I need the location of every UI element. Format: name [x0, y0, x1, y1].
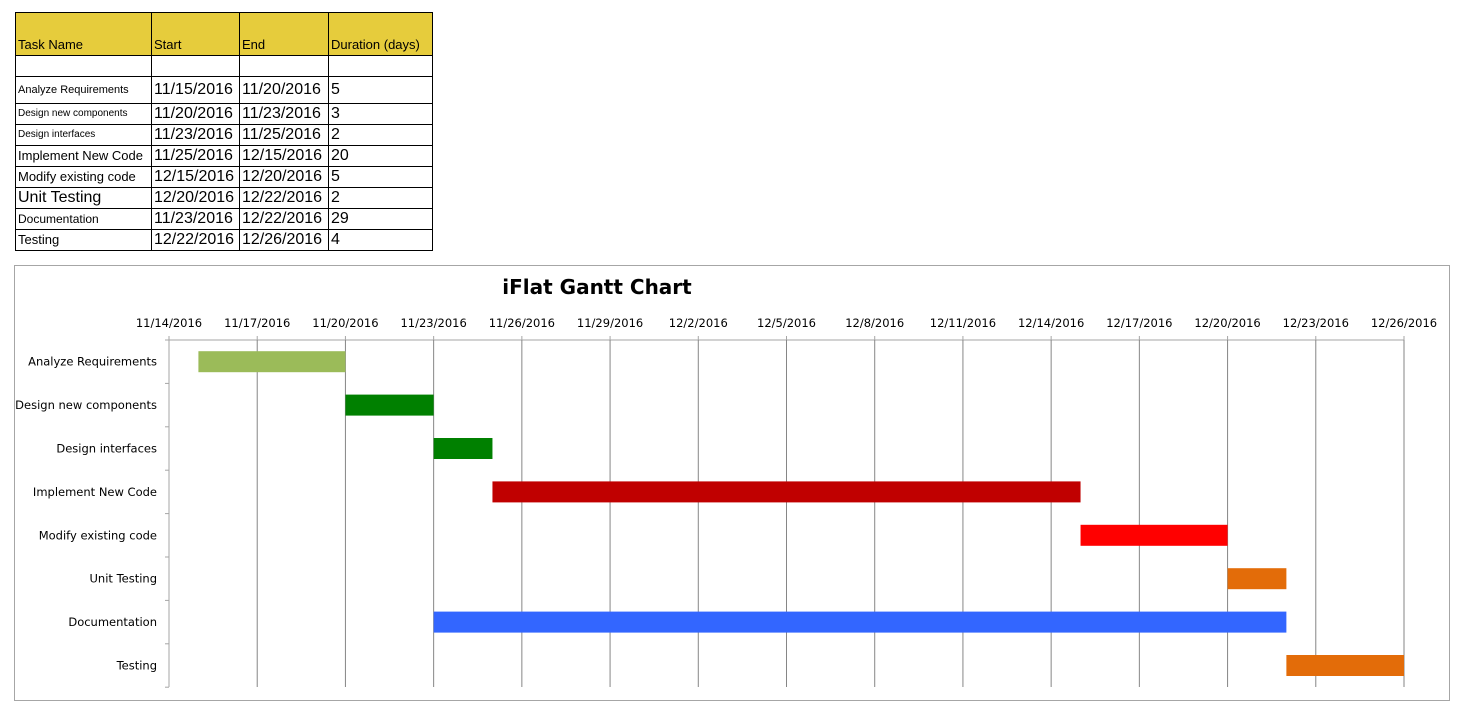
table-row: Design new components 11/20/2016 11/23/2… — [15, 103, 433, 125]
header-end: End — [239, 12, 329, 56]
x-tick-label: 11/26/2016 — [489, 316, 555, 330]
grid-layer — [165, 336, 1405, 688]
gantt-bar — [1080, 524, 1228, 546]
task-name-cell: Analyze Requirements — [15, 76, 152, 104]
blank-cell — [15, 55, 152, 77]
x-tick-label: 12/20/2016 — [1194, 316, 1260, 330]
duration-cell: 5 — [328, 166, 433, 188]
gantt-chart-frame: iFlat Gantt Chart 11/14/2016 11/17/2016 11… — [14, 265, 1450, 701]
gantt-bar — [492, 481, 1081, 503]
y-category-label: Documentation — [68, 615, 157, 629]
start-cell: 12/20/2016 — [151, 187, 240, 209]
end-cell: 12/22/2016 — [239, 187, 329, 209]
table-row: Unit Testing 12/20/2016 12/22/2016 2 — [15, 187, 433, 209]
duration-cell: 3 — [328, 103, 433, 125]
duration-cell: 2 — [328, 124, 433, 146]
start-cell: 11/23/2016 — [151, 124, 240, 146]
gantt-bar — [1286, 655, 1404, 676]
end-cell: 12/26/2016 — [239, 229, 329, 251]
x-tick-label: 11/20/2016 — [312, 316, 378, 330]
table-header-row: Task Name Start End Duration (days) — [15, 12, 433, 56]
start-cell: 11/23/2016 — [151, 208, 240, 230]
start-cell: 12/15/2016 — [151, 166, 240, 188]
x-tick-label: 11/29/2016 — [577, 316, 643, 330]
end-cell: 12/22/2016 — [239, 208, 329, 230]
task-name-cell: Design interfaces — [15, 124, 152, 146]
duration-cell: 20 — [328, 145, 433, 167]
task-name-cell: Modify existing code — [15, 166, 152, 188]
x-tick-label: 12/17/2016 — [1106, 316, 1172, 330]
y-category-label: Testing — [116, 659, 157, 673]
end-cell: 11/20/2016 — [239, 76, 329, 104]
x-tick-label: 12/14/2016 — [1018, 316, 1084, 330]
start-cell: 11/20/2016 — [151, 103, 240, 125]
bars — [198, 351, 1404, 676]
x-tick-label: 12/8/2016 — [845, 316, 904, 330]
duration-cell: 4 — [328, 229, 433, 251]
x-tick-label: 11/23/2016 — [400, 316, 466, 330]
y-category-label: Modify existing code — [39, 528, 157, 542]
table-row: Analyze Requirements 11/15/2016 11/20/20… — [15, 76, 433, 104]
gantt-bar — [198, 351, 346, 373]
blank-cell — [151, 55, 240, 77]
table-row: Modify existing code 12/15/2016 12/20/20… — [15, 166, 433, 188]
y-category-label: Design interfaces — [56, 442, 157, 456]
x-tick-label: 11/14/2016 — [136, 316, 202, 330]
y-category-label: Implement New Code — [33, 485, 157, 499]
y-category-label: Unit Testing — [90, 572, 158, 586]
start-cell: 11/25/2016 — [151, 145, 240, 167]
start-cell: 11/15/2016 — [151, 76, 240, 104]
gantt-bar — [433, 611, 1287, 633]
gantt-chart: iFlat Gantt Chart 11/14/2016 11/17/2016 11… — [15, 275, 1437, 688]
task-name-cell: Implement New Code — [15, 145, 152, 167]
y-category-label: Design new components — [15, 398, 157, 412]
table-row: Design interfaces 11/23/2016 11/25/2016 … — [15, 124, 433, 146]
blank-row — [15, 55, 433, 77]
x-tick-label: 12/5/2016 — [757, 316, 816, 330]
y-category-labels: Analyze Requirements Design new component… — [15, 355, 157, 673]
task-name-cell: Design new components — [15, 103, 152, 125]
blank-cell — [239, 55, 329, 77]
y-category-label: Analyze Requirements — [28, 355, 157, 369]
duration-cell: 2 — [328, 187, 433, 209]
task-table: Task Name Start End Duration (days) Anal… — [15, 12, 433, 251]
end-cell: 11/23/2016 — [239, 103, 329, 125]
header-task-name: Task Name — [15, 12, 152, 56]
end-cell: 12/20/2016 — [239, 166, 329, 188]
end-cell: 12/15/2016 — [239, 145, 329, 167]
table-row: Testing 12/22/2016 12/26/2016 4 — [15, 229, 433, 251]
task-name-cell: Documentation — [15, 208, 152, 230]
duration-cell: 5 — [328, 76, 433, 104]
table-row: Implement New Code 11/25/2016 12/15/2016… — [15, 145, 433, 167]
task-name-cell: Unit Testing — [15, 187, 152, 209]
chart-title: iFlat Gantt Chart — [502, 275, 692, 299]
x-tick-label: 12/23/2016 — [1283, 316, 1349, 330]
gantt-bar — [345, 394, 434, 416]
table-row: Documentation 11/23/2016 12/22/2016 29 — [15, 208, 433, 230]
task-name-cell: Testing — [15, 229, 152, 251]
x-tick-label: 11/17/2016 — [224, 316, 290, 330]
end-cell: 11/25/2016 — [239, 124, 329, 146]
gantt-bar — [1227, 568, 1287, 590]
header-start: Start — [151, 12, 240, 56]
header-duration: Duration (days) — [328, 12, 433, 56]
x-tick-label: 12/2/2016 — [669, 316, 728, 330]
start-cell: 12/22/2016 — [151, 229, 240, 251]
gantt-bar — [433, 438, 493, 459]
x-tick-label: 12/11/2016 — [930, 316, 996, 330]
x-tick-label: 12/26/2016 — [1371, 316, 1437, 330]
x-tick-labels: 11/14/2016 11/17/2016 11/20/2016 11/23/2016… — [136, 316, 1437, 330]
duration-cell: 29 — [328, 208, 433, 230]
blank-cell — [328, 55, 433, 77]
